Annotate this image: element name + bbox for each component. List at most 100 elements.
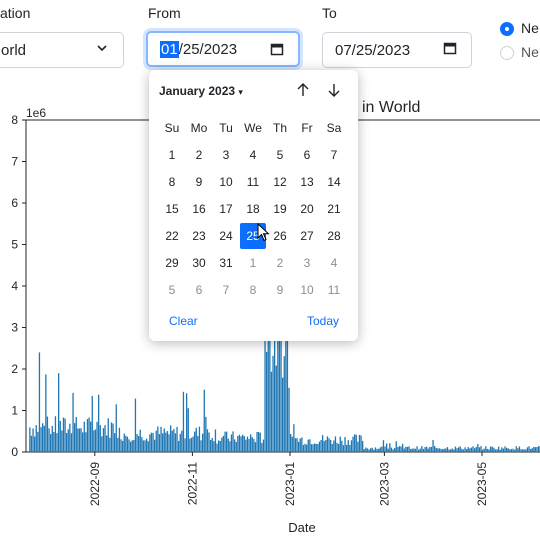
data-bar — [235, 441, 237, 452]
arrow-up-icon[interactable] — [295, 82, 311, 103]
day-cell[interactable]: 12 — [273, 175, 287, 189]
data-bar — [181, 430, 183, 452]
data-bar — [206, 429, 209, 452]
data-bar — [195, 427, 197, 452]
day-cell[interactable]: 1 — [249, 256, 257, 270]
from-date-input[interactable]: 01 /25/2023 — [146, 31, 300, 67]
data-bar — [298, 441, 300, 452]
day-cell[interactable]: 10 — [300, 283, 314, 297]
day-cell[interactable]: 11 — [327, 283, 341, 297]
data-bar — [48, 428, 50, 452]
day-cell[interactable]: 10 — [219, 175, 233, 189]
day-cell[interactable]: 4 — [249, 148, 257, 162]
y-tick-label: 8 — [11, 113, 18, 127]
data-bar — [434, 446, 436, 452]
day-cell[interactable]: 3 — [303, 256, 311, 270]
day-cell[interactable]: 13 — [300, 175, 314, 189]
data-bar — [96, 421, 98, 452]
day-cell[interactable]: 15 — [165, 202, 179, 216]
day-cell[interactable]: 2 — [195, 148, 203, 162]
data-bar — [90, 421, 92, 452]
month-selector[interactable]: January 2023 ▾ — [159, 84, 243, 98]
data-bar — [216, 443, 218, 452]
day-cell[interactable]: 27 — [300, 229, 314, 243]
data-bar — [267, 302, 269, 452]
chevron-down-icon — [95, 41, 109, 59]
radio-option-2[interactable] — [500, 46, 514, 60]
day-cell[interactable]: 2 — [276, 256, 284, 270]
day-cell[interactable]: 17 — [219, 202, 233, 216]
day-cell[interactable]: 18 — [246, 202, 260, 216]
data-bar — [139, 429, 141, 452]
data-bar — [261, 442, 263, 452]
arrow-down-icon[interactable] — [326, 82, 342, 103]
day-cell[interactable]: 8 — [249, 283, 257, 297]
day-cell[interactable]: 29 — [165, 256, 179, 270]
data-bar — [70, 433, 73, 452]
radio-option-2-label: Ne — [521, 44, 539, 60]
day-cell[interactable]: 9 — [195, 175, 203, 189]
day-cell[interactable]: 21 — [327, 202, 341, 216]
weekday-header: Th — [272, 121, 287, 135]
day-cell[interactable]: 31 — [219, 256, 233, 270]
data-bar — [389, 443, 391, 452]
day-cell[interactable]: 5 — [168, 283, 176, 297]
data-bar — [109, 437, 111, 452]
location-label: ation — [0, 5, 31, 21]
day-cell[interactable]: 30 — [192, 256, 206, 270]
data-bar — [112, 423, 114, 452]
y-offset-label: 1e6 — [26, 106, 46, 120]
data-bar — [504, 446, 506, 452]
data-bar — [194, 431, 196, 452]
data-bar — [456, 448, 458, 452]
day-cell[interactable]: 6 — [195, 283, 203, 297]
data-bar — [293, 424, 295, 452]
data-bar — [219, 440, 221, 452]
radio-option-1[interactable] — [500, 22, 514, 36]
day-cell[interactable]: 7 — [330, 148, 338, 162]
data-bar — [466, 448, 468, 452]
data-bar — [368, 449, 370, 452]
day-cell[interactable]: 20 — [300, 202, 314, 216]
data-bar — [413, 448, 415, 452]
day-cell[interactable]: 14 — [327, 175, 341, 189]
data-bar — [418, 449, 420, 452]
day-cell[interactable]: 1 — [168, 148, 176, 162]
day-cell[interactable]: 7 — [222, 283, 230, 297]
data-bar — [211, 437, 213, 452]
calendar-icon[interactable] — [270, 42, 284, 60]
weekday-header: Su — [164, 121, 180, 135]
day-cell[interactable]: 19 — [273, 202, 287, 216]
data-bar — [382, 440, 385, 452]
day-cell[interactable]: 4 — [330, 256, 338, 270]
data-bar — [214, 429, 217, 452]
day-cell[interactable]: 9 — [276, 283, 284, 297]
day-cell[interactable]: 24 — [219, 229, 233, 243]
day-cell[interactable]: 22 — [165, 229, 179, 243]
day-cell[interactable]: 16 — [192, 202, 206, 216]
datepicker-popup[interactable]: January 2023 ▾ Su Mo Tu We Th Fr Sa 1 2 3 4 5 6 7 8 9 10… — [149, 70, 358, 341]
day-cell[interactable]: 5 — [276, 148, 284, 162]
data-bar — [442, 449, 444, 452]
day-cell[interactable]: 28 — [327, 229, 341, 243]
day-cell[interactable]: 11 — [246, 175, 260, 189]
data-bar — [464, 447, 466, 452]
day-cell[interactable]: 26 — [273, 229, 287, 243]
data-bar — [309, 439, 311, 452]
calendar-icon[interactable] — [443, 41, 457, 59]
data-bar — [416, 446, 418, 452]
data-bar — [514, 449, 516, 452]
location-select[interactable]: orld — [0, 32, 124, 68]
from-month-part: 01 — [160, 40, 179, 58]
day-cell[interactable]: 8 — [168, 175, 176, 189]
data-bar — [485, 446, 487, 452]
data-bar — [66, 433, 68, 452]
today-button[interactable]: Today — [307, 314, 340, 328]
data-bar — [186, 393, 188, 452]
day-cell[interactable]: 6 — [303, 148, 311, 162]
data-bar — [179, 433, 181, 452]
day-cell[interactable]: 23 — [192, 229, 206, 243]
day-cell[interactable]: 3 — [222, 148, 230, 162]
clear-button[interactable]: Clear — [169, 314, 198, 328]
to-date-input[interactable]: 07/25/2023 — [322, 32, 472, 68]
